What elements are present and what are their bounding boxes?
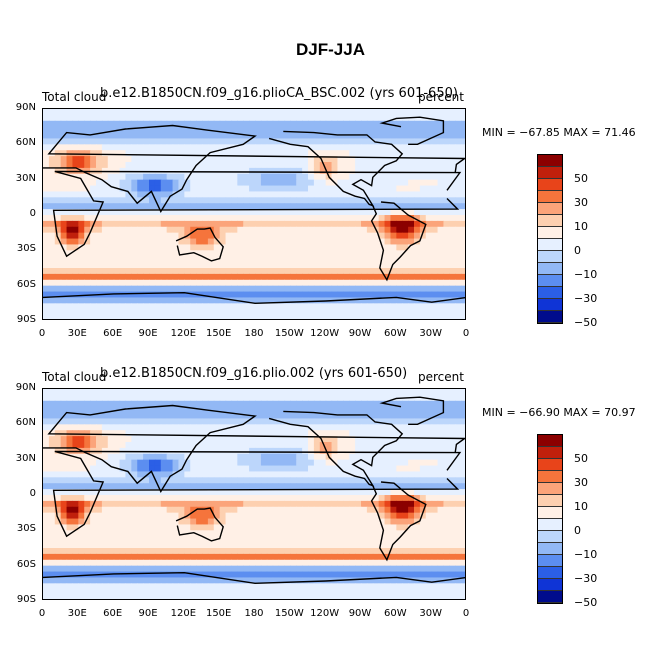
lon-tick-label: 150W — [274, 328, 304, 339]
lon-tick-label: 90W — [348, 608, 372, 619]
lon-tick-label: 150E — [205, 328, 232, 339]
colorbar-label: −10 — [574, 548, 598, 561]
colorbar — [537, 434, 563, 604]
lon-tick-label: 180 — [244, 328, 264, 339]
colorbar-swatch — [538, 275, 562, 287]
lat-tick-label: 60N — [15, 137, 36, 149]
lon-tick-label: 0 — [38, 608, 46, 619]
lat-tick-label: 60S — [16, 558, 36, 570]
lat-tick-label: 30N — [15, 172, 36, 184]
map-panel-2: Total cloud b.e12.B1850CN.f09_g16.plio.0… — [0, 366, 661, 640]
colorbar-swatch — [538, 555, 562, 567]
lat-tick-label: 90S — [16, 314, 36, 325]
figure-title: DJF-JJA — [296, 40, 365, 59]
lat-tick-label: 30N — [15, 452, 36, 464]
colorbar-label: −10 — [574, 268, 598, 281]
colorbar-swatch — [538, 215, 562, 227]
colorbar-label: −50 — [574, 316, 598, 329]
colorbar-swatch — [538, 507, 562, 519]
colorbar-swatch — [538, 543, 562, 555]
lat-tick-label: 90N — [15, 102, 36, 113]
lon-tick-label: 120E — [170, 328, 197, 339]
colorbar-swatch — [538, 203, 562, 215]
colorbar-label: 0 — [574, 524, 581, 537]
colorbar-label: 50 — [574, 452, 588, 465]
colorbar-swatch — [538, 567, 562, 579]
colorbar-swatch — [538, 179, 562, 191]
colorbar-swatch — [538, 579, 562, 591]
colorbar-swatch — [538, 531, 562, 543]
colorbar-label: 10 — [574, 500, 588, 513]
colorbar-label: 30 — [574, 476, 588, 489]
lon-tick-label: 0 — [462, 608, 470, 619]
lon-tick-label: 120W — [310, 608, 340, 619]
lon-tick-label: 30W — [419, 328, 442, 339]
panel-units-label: percent — [418, 370, 464, 384]
panel-variable-label: Total cloud — [42, 90, 107, 104]
lon-tick-label: 0 — [38, 328, 46, 339]
lat-tick-label: 60S — [16, 278, 36, 290]
colorbar-swatch — [538, 239, 562, 251]
colorbar-swatch — [538, 227, 562, 239]
colorbar-swatch — [538, 447, 562, 459]
colorbar-swatch — [538, 251, 562, 263]
minmax-label: MIN = −67.85 MAX = 71.46 — [482, 126, 636, 139]
lon-tick-label: 60E — [103, 608, 123, 619]
lat-tick-label: 0 — [29, 488, 36, 499]
lon-tick-label: 0 — [462, 328, 470, 339]
lat-tick-label: 90S — [16, 594, 36, 605]
lon-tick-label: 60E — [103, 328, 123, 339]
map-plot — [42, 108, 466, 320]
colorbar-label: 50 — [574, 172, 588, 185]
colorbar-swatch — [538, 263, 562, 275]
colorbar-swatch — [538, 459, 562, 471]
colorbar-label: 30 — [574, 196, 588, 209]
colorbar-label: −30 — [574, 292, 598, 305]
lon-tick-label: 30E — [67, 328, 87, 339]
lon-tick-label: 60W — [384, 328, 407, 339]
colorbar-swatch — [538, 483, 562, 495]
colorbar-label: 10 — [574, 220, 588, 233]
colorbar-swatch — [538, 311, 562, 323]
colorbar-swatch — [538, 191, 562, 203]
colorbar-swatch — [538, 435, 562, 447]
colorbar-swatch — [538, 167, 562, 179]
lon-tick-label: 120W — [310, 328, 340, 339]
colorbar-swatch — [538, 155, 562, 167]
lon-tick-label: 30E — [67, 608, 87, 619]
colorbar-label: 0 — [574, 244, 581, 257]
lon-tick-label: 150E — [205, 608, 232, 619]
lon-tick-label: 180 — [244, 608, 264, 619]
panel-case-label: b.e12.B1850CN.f09_g16.plio.002 (yrs 601-… — [100, 366, 408, 381]
colorbar-swatch — [538, 471, 562, 483]
lon-tick-label: 30W — [419, 608, 442, 619]
colorbar-swatch — [538, 299, 562, 311]
colorbar-label: −30 — [574, 572, 598, 585]
lat-tick-label: 30S — [16, 243, 36, 255]
lat-tick-label: 60N — [15, 417, 36, 429]
lat-tick-label: 0 — [29, 208, 36, 219]
lon-tick-label: 90E — [138, 328, 158, 339]
lon-tick-label: 60W — [384, 608, 407, 619]
panel-units-label: percent — [418, 90, 464, 104]
colorbar-label: −50 — [574, 596, 598, 609]
lat-tick-label: 30S — [16, 523, 36, 535]
colorbar-swatch — [538, 495, 562, 507]
map-panel-1: Total cloud b.e12.B1850CN.f09_g16.plioCA… — [0, 86, 661, 360]
lon-tick-label: 120E — [170, 608, 197, 619]
lon-tick-label: 90W — [348, 328, 372, 339]
lon-tick-label: 90E — [138, 608, 158, 619]
panel-case-label: b.e12.B1850CN.f09_g16.plioCA_BSC.002 (yr… — [100, 86, 458, 101]
map-plot — [42, 388, 466, 600]
minmax-label: MIN = −66.90 MAX = 70.97 — [482, 406, 636, 419]
panel-variable-label: Total cloud — [42, 370, 107, 384]
lon-tick-label: 150W — [274, 608, 304, 619]
colorbar-swatch — [538, 287, 562, 299]
lat-tick-label: 90N — [15, 382, 36, 393]
colorbar-swatch — [538, 519, 562, 531]
colorbar — [537, 154, 563, 324]
colorbar-swatch — [538, 591, 562, 603]
